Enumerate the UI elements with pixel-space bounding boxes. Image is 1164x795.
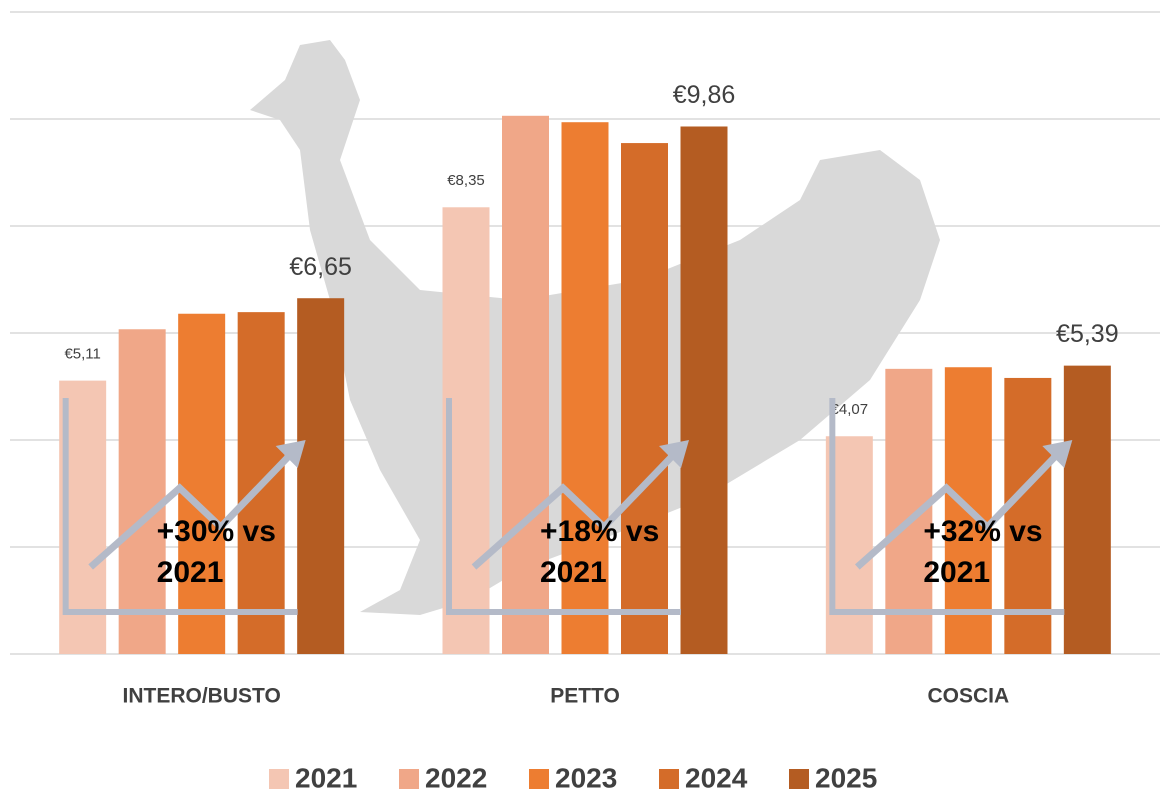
x-tick-label: INTERO/BUSTO: [123, 685, 281, 708]
legend-swatch: [659, 769, 679, 789]
bar: [119, 329, 166, 654]
legend-swatch: [789, 769, 809, 789]
annotation: +18% vs 2021: [540, 511, 690, 593]
bar: [178, 314, 225, 654]
x-tick-label: PETTO: [550, 685, 620, 708]
legend-label: 2024: [685, 762, 748, 793]
legend-label: 2022: [425, 762, 487, 793]
legend-label: 2023: [555, 762, 617, 793]
data-label: €5,11: [64, 346, 100, 363]
bar: [1064, 366, 1111, 654]
chart: INTERO/BUSTO €5,11 €6,65 PETTO €8,35 €9,86 COS…: [0, 0, 1164, 795]
legend-swatch: [529, 769, 549, 789]
legend-swatch: [399, 769, 419, 789]
data-label: €5,39: [1056, 320, 1119, 348]
legend-label: 2021: [295, 762, 357, 793]
data-label: €9,86: [673, 81, 736, 109]
x-tick-label: COSCIA: [927, 685, 1009, 708]
data-label: €8,35: [447, 172, 485, 189]
data-label: €6,65: [289, 253, 352, 281]
legend-swatch: [269, 769, 289, 789]
page: INTERO/BUSTO €5,11 €6,65 PETTO €8,35 €9,86 COS…: [0, 0, 1164, 795]
legend-label: 2025: [815, 762, 877, 793]
bar: [297, 298, 344, 654]
annotation: +32% vs 2021: [923, 511, 1073, 593]
annotation: +30% vs 2021: [157, 511, 307, 593]
data-label: €4,07: [831, 401, 869, 418]
